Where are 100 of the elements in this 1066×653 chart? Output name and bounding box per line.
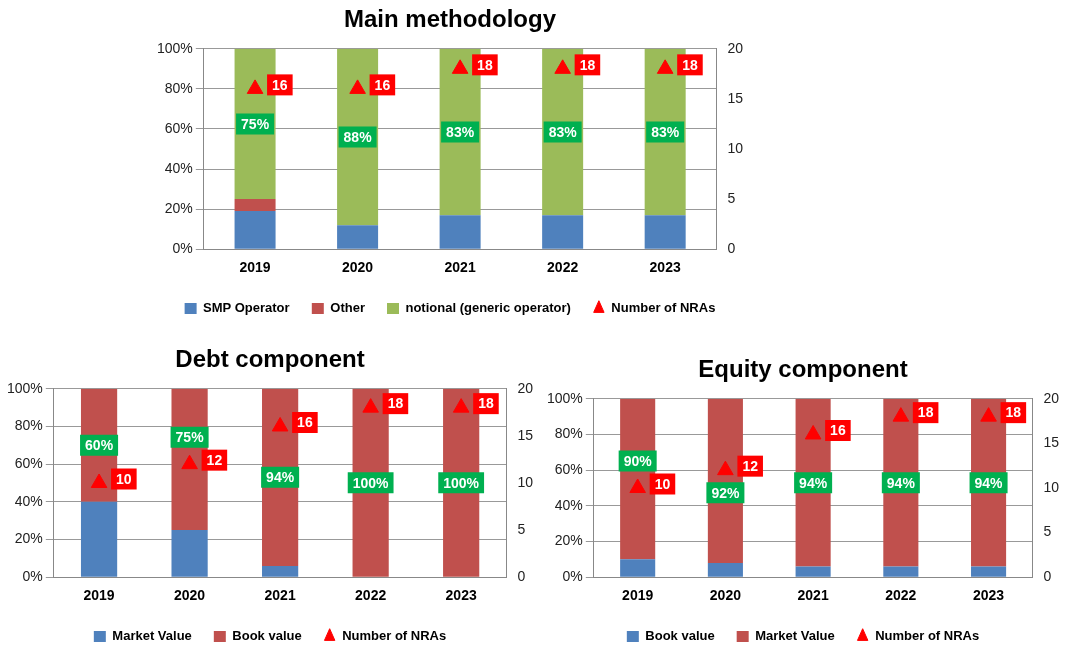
- data-label: 75%: [241, 115, 270, 132]
- x-tick-label: 2022: [547, 259, 579, 276]
- x-tick-label: 2021: [797, 587, 829, 604]
- data-label: 100%: [443, 474, 480, 491]
- y-tick-label: 80%: [164, 79, 193, 96]
- legend-label: SMP Operator: [203, 300, 290, 316]
- data-label: 10: [116, 470, 132, 487]
- x-tick-label: 2020: [709, 587, 742, 604]
- data-label: 18: [917, 404, 934, 421]
- x-tick-label: 2020: [342, 259, 374, 276]
- y-tick-label: 60%: [554, 461, 583, 478]
- y-tick-label: 40%: [164, 159, 193, 176]
- bar: [542, 215, 584, 249]
- point: [717, 460, 734, 476]
- bar: [171, 530, 208, 577]
- x-tick-label: 2023: [649, 259, 681, 276]
- data-label: 100%: [352, 474, 390, 491]
- data-label: 60%: [85, 437, 114, 454]
- point: [271, 416, 289, 432]
- legend-label: Other: [330, 300, 365, 316]
- legend-label: notional (generic operator): [405, 300, 571, 316]
- y-tick-label: 20%: [554, 532, 583, 549]
- y2-tick-label: 5: [727, 189, 736, 206]
- point: [804, 424, 822, 440]
- data-label: 18: [1005, 404, 1022, 421]
- data-label: 92%: [711, 484, 740, 501]
- x-tick-label: 2023: [972, 587, 1005, 604]
- bar: [262, 565, 299, 577]
- y2-tick-label: 5: [1043, 523, 1052, 540]
- bar: [80, 501, 118, 577]
- y-tick-label: 80%: [554, 425, 583, 442]
- legend-label: Number of NRAs: [342, 628, 447, 644]
- legend-label: Market Value: [755, 628, 835, 644]
- y-tick-label: 60%: [14, 455, 43, 472]
- y-tick-label: 100%: [156, 39, 193, 56]
- bar: [971, 566, 1007, 577]
- x-tick-label: 2020: [174, 587, 206, 604]
- y2-tick-label: 15: [517, 426, 534, 443]
- bar: [644, 215, 686, 249]
- point: [90, 473, 108, 488]
- y2-tick-label: 15: [1043, 434, 1060, 451]
- y-tick-label: 100%: [6, 379, 43, 396]
- y2-tick-label: 0: [1043, 568, 1052, 585]
- data-label: 18: [387, 395, 404, 412]
- point: [362, 398, 379, 413]
- point: [629, 478, 646, 493]
- y-tick-label: 40%: [554, 496, 583, 513]
- y2-tick-label: 20: [517, 379, 534, 396]
- data-label: 12: [742, 458, 759, 475]
- bar: [234, 199, 276, 212]
- point: [181, 454, 198, 470]
- y2-tick-label: 20: [1043, 389, 1060, 406]
- bar: [620, 559, 656, 577]
- legend-label: Book value: [645, 628, 715, 644]
- legend-label: Number of NRAs: [875, 628, 980, 644]
- data-label: 94%: [799, 474, 828, 491]
- data-label: 83%: [651, 123, 680, 140]
- data-label: 18: [477, 56, 493, 73]
- y2-tick-label: 10: [517, 473, 534, 490]
- data-label: 12: [206, 452, 223, 469]
- y2-tick-label: 0: [517, 568, 526, 585]
- x-tick-label: 2022: [885, 587, 917, 604]
- point: [452, 398, 470, 413]
- y2-tick-label: 15: [727, 89, 744, 106]
- data-label: 16: [830, 422, 846, 439]
- point: [980, 407, 997, 422]
- x-tick-label: 2023: [445, 587, 477, 604]
- y-tick-label: 80%: [14, 417, 43, 434]
- x-tick-label: 2019: [83, 587, 115, 604]
- y-tick-label: 60%: [164, 119, 193, 136]
- data-label: 83%: [446, 123, 475, 140]
- chart-title: Equity component: [698, 355, 908, 383]
- y-tick-label: 20%: [164, 199, 193, 216]
- y-tick-label: 0%: [172, 240, 193, 257]
- bar: [883, 566, 919, 577]
- x-tick-label: 2019: [239, 259, 271, 276]
- bar: [234, 211, 276, 249]
- data-label: 16: [374, 76, 391, 93]
- data-label: 18: [579, 56, 596, 73]
- chart-title: Main methodology: [344, 5, 557, 33]
- data-label: 94%: [266, 469, 295, 486]
- data-label: 18: [682, 56, 698, 73]
- y2-tick-label: 0: [727, 240, 736, 257]
- x-tick-label: 2021: [444, 259, 476, 276]
- chart-title: Debt component: [175, 345, 365, 373]
- point: [892, 407, 910, 422]
- y-tick-label: 100%: [546, 389, 583, 406]
- data-label: 90%: [623, 452, 653, 469]
- legend-label: Book value: [232, 628, 302, 644]
- data-label: 16: [272, 76, 288, 93]
- y-tick-label: 0%: [22, 568, 43, 585]
- data-label: 18: [478, 395, 494, 412]
- legend-label: Number of NRAs: [611, 300, 716, 316]
- y2-tick-label: 5: [517, 520, 526, 537]
- data-label: 94%: [886, 474, 916, 491]
- bar: [337, 225, 379, 249]
- x-tick-label: 2019: [622, 587, 654, 604]
- y-tick-label: 20%: [14, 530, 43, 547]
- x-tick-label: 2022: [355, 587, 387, 604]
- y2-tick-label: 20: [727, 39, 744, 56]
